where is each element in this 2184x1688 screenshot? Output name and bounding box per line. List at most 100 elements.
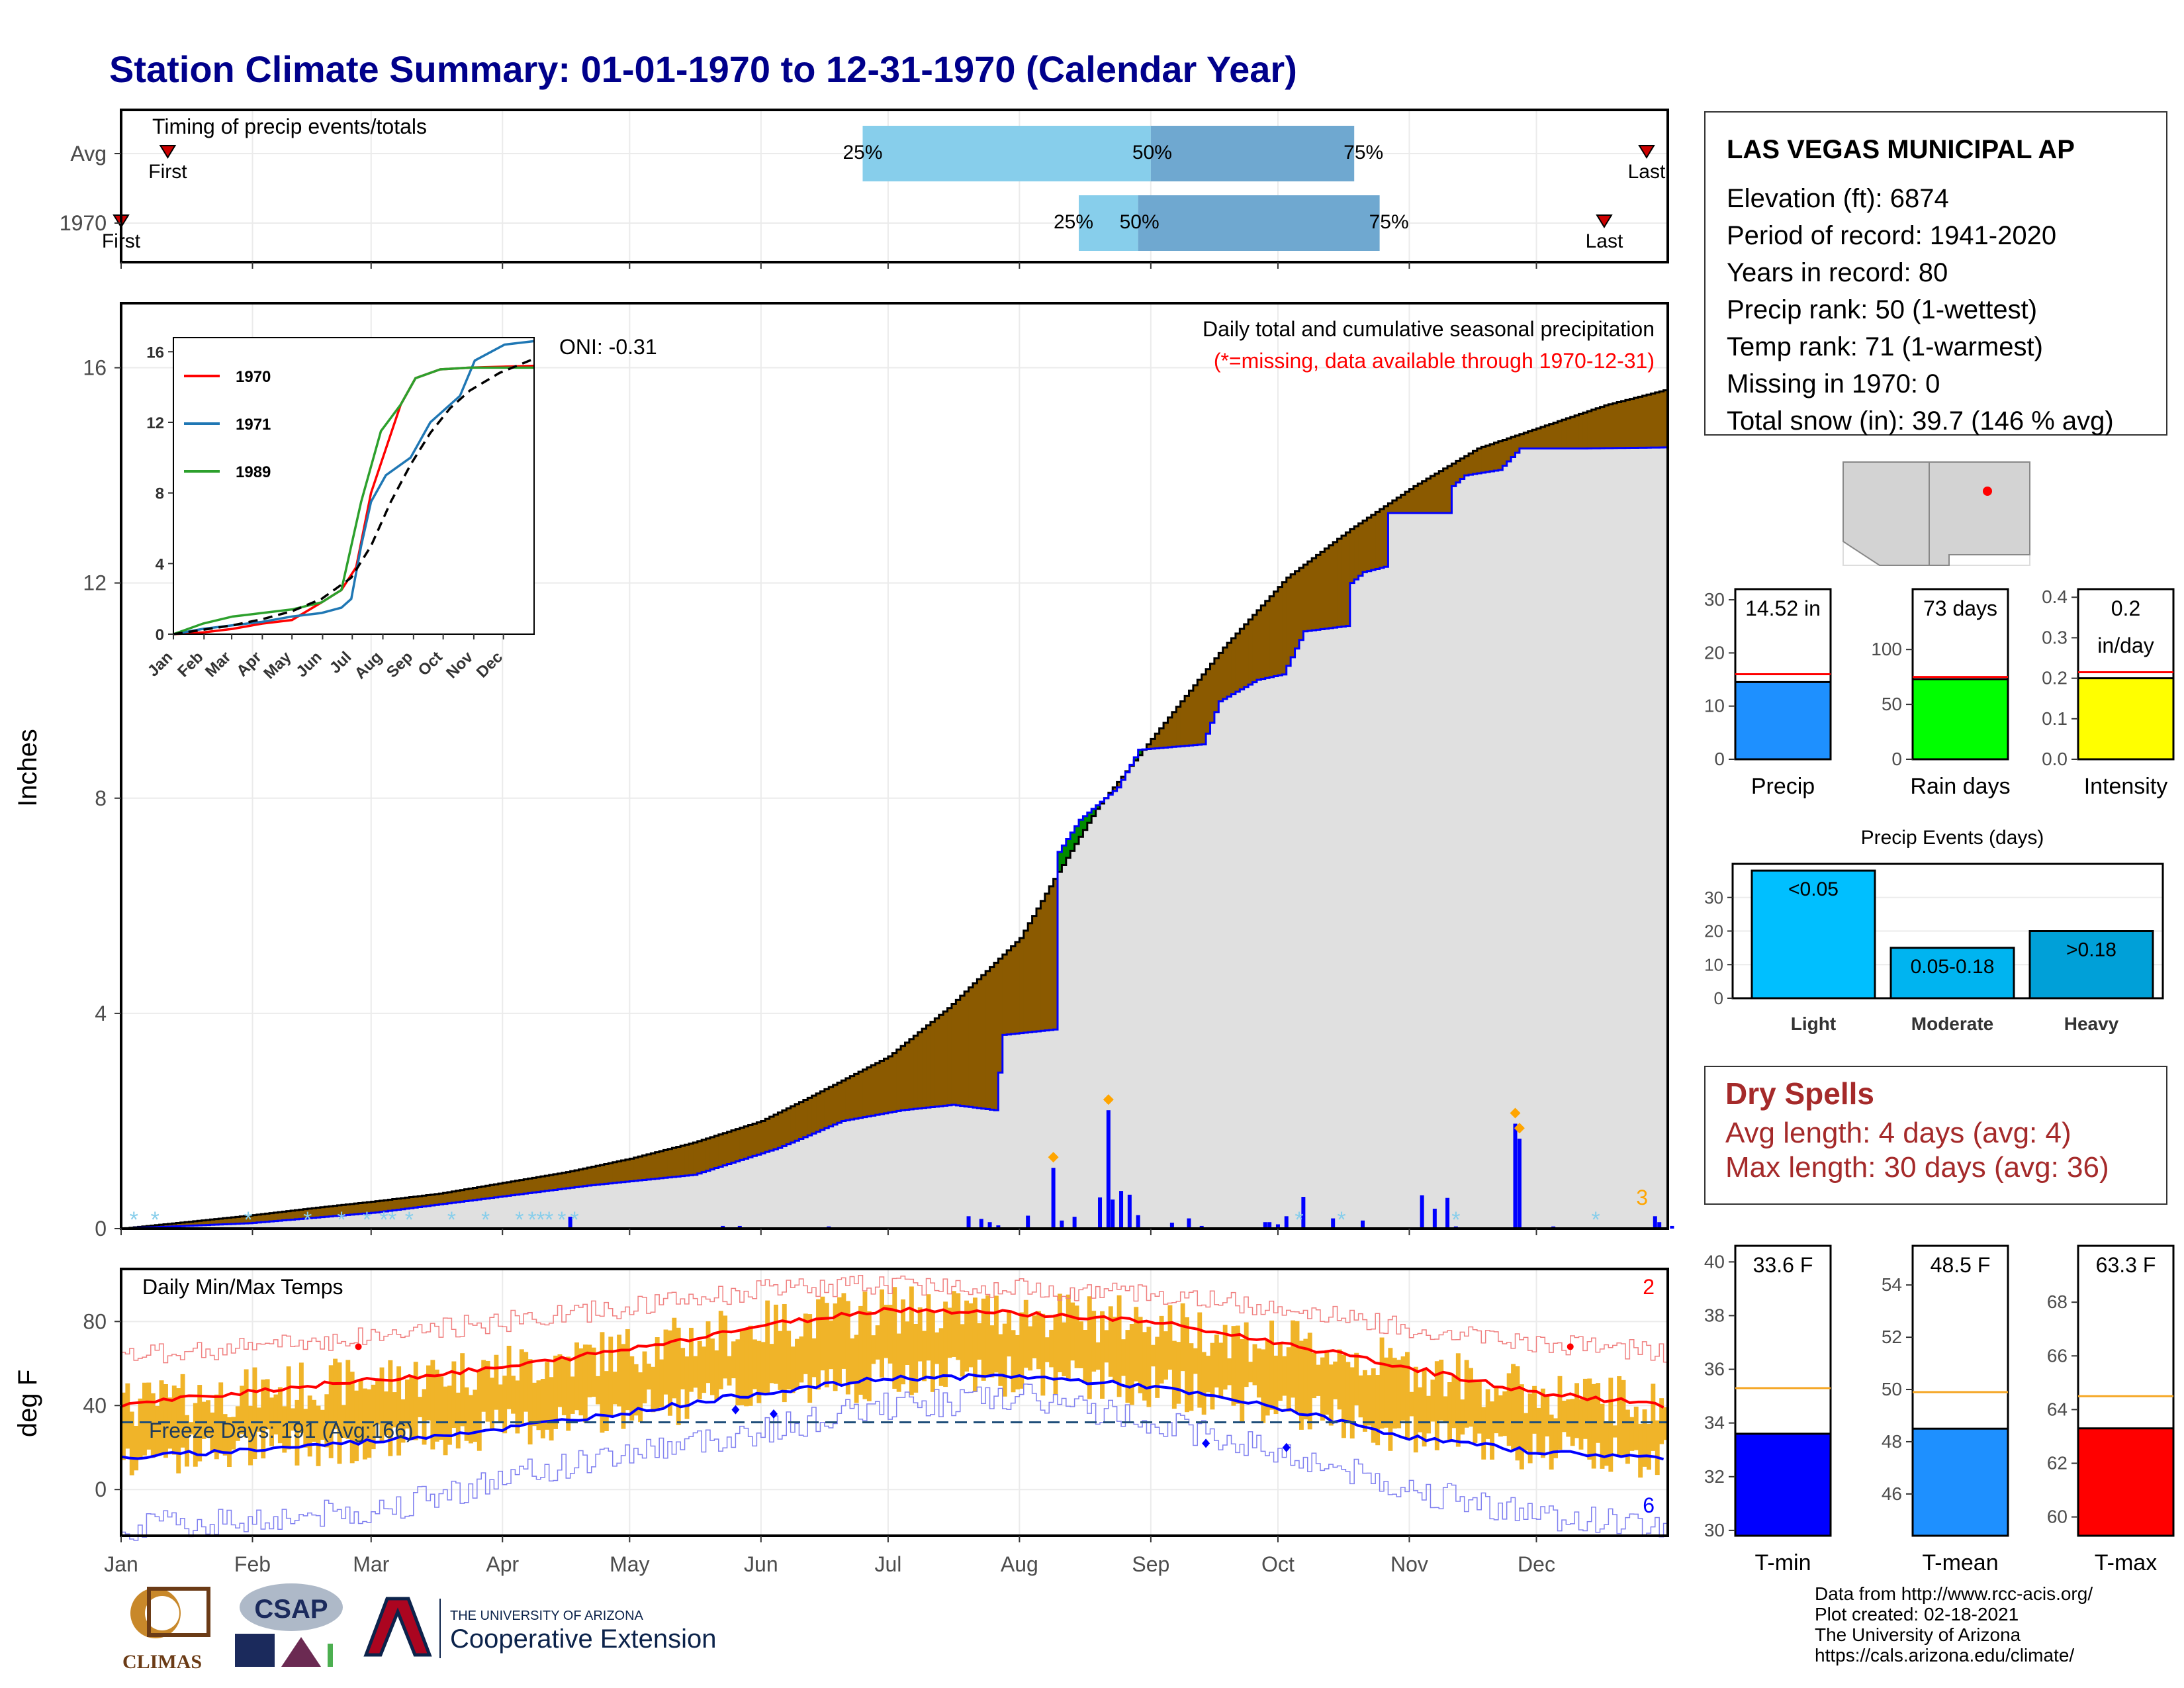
precip-deficit-fill (977, 979, 982, 1108)
precip-deficit-fill (625, 1159, 630, 1182)
temp-daily-bar (1104, 1330, 1109, 1363)
precip-daily-bar (1060, 1220, 1064, 1229)
precip-deficit-fill (1214, 658, 1219, 712)
temp-daily-bar (739, 1330, 745, 1405)
precip-deficit-fill (1320, 551, 1325, 630)
precip-deficit-fill (1557, 421, 1563, 449)
precip-deficit-fill (422, 1196, 427, 1207)
precip-deficit-fill (277, 1212, 283, 1221)
temp-daily-bar (218, 1382, 224, 1454)
temp-daily-bar (1477, 1380, 1482, 1434)
temp-record-max-line (121, 1274, 1668, 1364)
temp-daily-bar (1298, 1340, 1304, 1430)
temp-daily-bar (702, 1346, 707, 1393)
temp-daily-bar (774, 1304, 778, 1384)
temp-daily-bar (349, 1372, 355, 1464)
temp-daily-bar (985, 1295, 991, 1377)
precip-events-ytick-label: 10 (1704, 955, 1723, 974)
temp-daily-bar (1566, 1399, 1571, 1437)
precip-deficit-fill (1248, 619, 1253, 685)
temp-daily-bar (782, 1303, 787, 1403)
intensity-gauge-value-label: 0.2 (2111, 596, 2140, 620)
temp-daily-bar (1540, 1388, 1545, 1458)
temp-daily-bar (121, 1392, 126, 1460)
temp-daily-bar (1252, 1344, 1257, 1385)
precip-deficit-fill (1316, 555, 1321, 630)
temp-ylabel: deg F (13, 1370, 42, 1437)
temp-daily-bar (765, 1300, 770, 1393)
precip-gauge-bar (1734, 680, 1832, 761)
precip-deficit-fill (506, 1182, 512, 1196)
temp-daily-bar (1337, 1349, 1342, 1410)
temp-daily-bar (651, 1366, 656, 1413)
temp-daily-bar (1532, 1385, 1537, 1434)
precip-deficit-fill (312, 1208, 317, 1218)
temp-daily-bar (909, 1286, 914, 1395)
temp-daily-bar (676, 1327, 681, 1425)
inset-ytick-label: 12 (146, 414, 164, 432)
precip-deficit-fill (913, 1035, 919, 1109)
precip-deficit-fill (748, 1125, 753, 1158)
precip-deficit-fill (782, 1110, 787, 1147)
temp-daily-bar (303, 1409, 308, 1448)
temp-daily-bar (1286, 1347, 1291, 1412)
temp-daily-bar (222, 1414, 228, 1456)
precip-deficit-fill (1349, 529, 1355, 583)
temp-daily-bar (362, 1388, 367, 1460)
precip-deficit-fill (642, 1155, 647, 1180)
precip-deficit-fill (705, 1138, 711, 1171)
precip-deficit-fill (1155, 733, 1160, 749)
precip-deficit-fill (1549, 424, 1554, 449)
timing-bar-50-75 (1138, 195, 1380, 251)
precip-deficit-fill (680, 1145, 686, 1176)
precip-deficit-fill (282, 1211, 287, 1221)
temp-daily-bar (1439, 1359, 1444, 1421)
precip-deficit-fill (875, 1062, 880, 1115)
month-axis-label: Jul (874, 1552, 901, 1576)
precip-deficit-fill (1265, 600, 1270, 679)
precip-deficit-fill (574, 1170, 580, 1188)
temp-daily-bar (731, 1341, 736, 1379)
temp-daily-bar (913, 1323, 919, 1393)
temp-daily-bar (1638, 1423, 1643, 1478)
temp-daily-bar (1345, 1362, 1351, 1422)
timing-last-marker (1596, 214, 1613, 228)
precip-deficit-fill (1015, 942, 1020, 1034)
temp-daily-bar (282, 1406, 287, 1453)
climas-logo: CLIMAS (109, 1583, 215, 1676)
temp-daily-bar (659, 1359, 664, 1407)
temp-daily-bar (189, 1422, 194, 1434)
temp-daily-bar (1464, 1360, 1469, 1428)
precip-deficit-fill (735, 1129, 741, 1162)
precip-deficit-fill (1561, 420, 1567, 449)
precip-deficit-fill (633, 1157, 639, 1181)
precip-deficit-fill (1295, 571, 1300, 649)
temp-tmin-gauge-value-label: 33.6 F (1753, 1253, 1813, 1277)
temp-daily-bar (506, 1346, 512, 1409)
temp-daily-bar (265, 1379, 270, 1430)
precip-deficit-fill (167, 1223, 173, 1227)
inset-border (173, 337, 535, 635)
oni-annotation: ONI: -0.31 (559, 335, 657, 359)
temp-daily-bar (1328, 1364, 1334, 1426)
precip-daily-bar (1432, 1208, 1437, 1229)
precip-deficit-fill (1324, 548, 1330, 629)
temp-daily-bar (1481, 1407, 1486, 1460)
temp-daily-bar (638, 1372, 643, 1423)
precip-snow-marker: * (570, 1207, 578, 1233)
temp-daily-bar (379, 1367, 385, 1442)
precip-deficit-fill (197, 1221, 203, 1226)
temp-daily-bar (163, 1384, 168, 1458)
temp-daily-bar (1591, 1383, 1596, 1469)
precip-snow-marker: * (1337, 1207, 1345, 1233)
csap-logo: CSAP (228, 1581, 351, 1680)
temp-tmin-gauge-name-label: T-min (1755, 1550, 1811, 1575)
precip-deficit-fill (731, 1130, 736, 1163)
precip-deficit-fill (829, 1087, 834, 1127)
precip-deficit-fill (1388, 503, 1393, 513)
temp-daily-bar (1629, 1417, 1635, 1451)
precip-deficit-fill (938, 1015, 944, 1107)
precip-deficit-fill (582, 1168, 588, 1186)
precip-deficit-fill (1197, 679, 1203, 745)
temp-daily-bar (1642, 1409, 1647, 1467)
